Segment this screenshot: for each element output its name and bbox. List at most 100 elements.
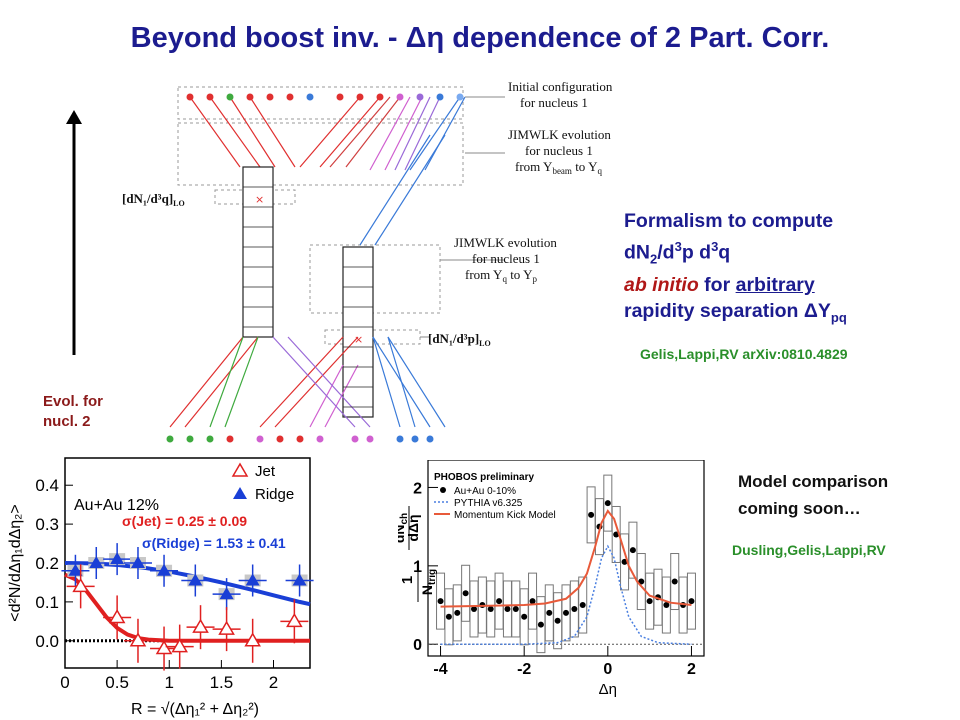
ridge-point (110, 552, 125, 565)
legend-ridge-marker (233, 487, 247, 499)
x-tick-label: 1 (165, 673, 174, 692)
label-dNq: [dN₁/d³q]LO (122, 191, 185, 208)
up-arrow-icon (66, 110, 82, 355)
data-point (579, 602, 586, 609)
ridge-point (219, 587, 234, 600)
x-tick-label: 2 (269, 673, 278, 692)
jet-point (72, 577, 89, 593)
legend-data-label: Au+Au 0-10% (454, 486, 516, 497)
ridge-point (188, 573, 203, 586)
evol-label-line2: nucl. 2 (43, 413, 91, 430)
data-point (663, 602, 670, 609)
phobos-label: PHOBOS preliminary (434, 472, 534, 483)
legend-jet-label: Jet (255, 463, 276, 480)
formalism-line2: dN2/d3p d3q (624, 239, 731, 267)
ridge-point (245, 573, 260, 586)
citation-gelis: Gelis,Lappi,RV arXiv:0810.4829 (640, 346, 848, 362)
data-point (554, 617, 561, 624)
sys-box (628, 521, 638, 579)
y-label-ntrig: Ntrig (419, 569, 438, 595)
svg-text:×: × (255, 193, 264, 206)
x-tick-label: 0 (60, 673, 69, 692)
x-tick-label: 0.5 (105, 673, 129, 692)
jet-point (286, 612, 303, 628)
sys-box (578, 576, 588, 634)
x-tick-label: 0 (603, 661, 612, 678)
jet-point (218, 620, 235, 635)
data-point (445, 613, 452, 620)
jet-point (129, 632, 147, 647)
data-point (454, 609, 461, 616)
y-tick-label: 0 (413, 637, 422, 654)
y-tick-label: 0.0 (35, 632, 59, 651)
x-axis-label: R = √(Δη₁² + Δη₂²) (131, 701, 259, 718)
x-axis-label: Δη (599, 681, 617, 698)
label-jimwlk1-1: JIMWLK evolution (508, 127, 611, 142)
data-point (437, 598, 444, 605)
jet-point (108, 608, 126, 624)
data-point (512, 605, 519, 612)
label-jimwlk2-1: JIMWLK evolution (454, 235, 557, 250)
jet-point (244, 632, 261, 647)
data-point (521, 613, 528, 620)
data-point (688, 598, 695, 605)
data-point (462, 590, 469, 597)
y-label-den-d: dΔη (405, 514, 421, 541)
y-tick-label: 0.3 (35, 515, 59, 534)
system-annotation: Au+Au 12% (74, 497, 159, 514)
y-tick-label: 0.4 (35, 476, 59, 495)
pythia-curve (440, 544, 692, 645)
jet-point (192, 618, 209, 633)
legend-ridge-label: Ridge (255, 486, 294, 503)
ridge-sigma-annotation: σ(Ridge) = 1.53 ± 0.41 (142, 535, 286, 551)
x-tick-label: -2 (517, 661, 531, 678)
jimwlk-diagram: × × Initial configuration for nucleus 1 … (122, 79, 613, 443)
data-point (563, 609, 569, 616)
data-point (546, 609, 553, 616)
label-initial-1: Initial configuration (508, 79, 613, 94)
plot-frame (427, 460, 705, 657)
legend-jet-marker (231, 462, 249, 477)
y-axis-label: <d²N/dΔη₁dΔη₂> (7, 504, 24, 622)
ridge-point (68, 563, 83, 576)
legend-model-label: Momentum Kick Model (454, 510, 556, 521)
y-tick-label: 0.1 (35, 593, 59, 612)
citation-dusling: Dusling,Gelis,Lappi,RV (732, 542, 886, 558)
y-label-num: dNch (398, 513, 410, 543)
evol-label: Evol. for nucl. 2 (43, 392, 103, 432)
formalism-line4: rapidity separation ΔYpq (624, 300, 847, 326)
data-point (496, 598, 503, 605)
label-jimwlk1-2: for nucleus 1 (525, 143, 593, 158)
label-jimwlk2-3: from Yq to Yp (465, 267, 537, 284)
x-tick-label: 2 (687, 661, 696, 678)
label-jimwlk2-2: for nucleus 1 (472, 251, 540, 266)
formalism-line1: Formalism to compute (624, 210, 834, 232)
jet-point (171, 638, 188, 653)
data-point (638, 578, 645, 585)
y-tick-label: 0.2 (35, 554, 59, 573)
jet-point (155, 640, 173, 655)
data-point (671, 578, 678, 585)
x-tick-label: 1.5 (210, 673, 234, 692)
sys-box (686, 572, 696, 630)
data-point (646, 598, 653, 605)
phobos-chart: 0 1 2 -4 -2 0 2 PHOBOS preliminary Au+Au 0-10%PY… (398, 460, 720, 720)
label-initial-2: for nucleus 1 (520, 95, 588, 110)
ridge-point (130, 556, 145, 568)
y-label-one: 1 (399, 576, 416, 584)
jet-sigma-annotation: σ(Jet) = 0.25 ± 0.09 (122, 513, 247, 529)
model-line1: Model comparison (738, 472, 889, 491)
data-point (588, 511, 595, 518)
legend-data-marker (440, 487, 446, 493)
data-point (604, 500, 611, 507)
evol-label-line1: Evol. for (43, 393, 104, 410)
ridge-point (89, 556, 104, 568)
label-jimwlk1-3: from Ybeam to Yq (515, 159, 602, 176)
model-line2: coming soon… (738, 499, 861, 518)
data-point (504, 605, 511, 612)
model-comparison-text: Model comparison coming soon… (738, 468, 888, 522)
data-point (529, 598, 536, 605)
data-point (471, 605, 477, 612)
data-point (537, 621, 544, 628)
